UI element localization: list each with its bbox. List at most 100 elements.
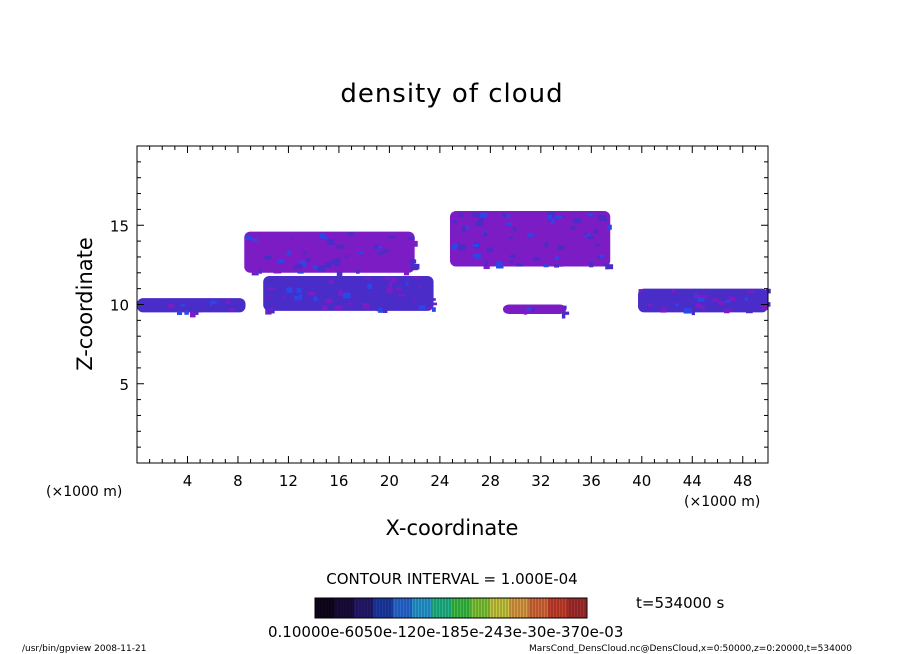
cloud-speckle	[409, 259, 417, 264]
cloud-speckle	[699, 294, 707, 298]
colorbar-segment	[412, 598, 433, 618]
cloud-speckle	[349, 305, 354, 308]
cloud-speckle	[189, 311, 196, 318]
footer-left: /usr/bin/gpview 2008-11-21	[22, 644, 146, 654]
cloud-speckle	[589, 261, 594, 268]
cloud-speckle	[388, 235, 396, 239]
cloud-speckle	[210, 300, 217, 306]
cloud-speckle	[411, 240, 418, 247]
y-tick-labels: 5 10 15	[110, 217, 129, 394]
cloud-speckle	[293, 265, 302, 270]
cloud-speckle	[581, 230, 588, 234]
x-tick-label: 20	[380, 472, 399, 490]
cloud-speckle	[548, 233, 552, 236]
cloud-speckle	[528, 309, 532, 314]
cloud-speckle	[343, 283, 347, 286]
cloud-speckle	[745, 309, 753, 314]
cloud-speckle	[479, 212, 488, 218]
cloud-speckle	[386, 287, 393, 293]
cloud-speckle	[333, 261, 341, 267]
cloud-speckle	[381, 259, 389, 266]
cloud-speckle	[647, 291, 654, 295]
cloud-speckle	[357, 252, 364, 255]
cloud-speckle	[195, 310, 202, 313]
cloud-speckle	[767, 302, 771, 307]
cloud-speckle	[396, 287, 402, 291]
cloud-speckle	[475, 221, 484, 227]
time-label: t=534000 s	[636, 594, 724, 612]
cloud-speckle	[330, 260, 335, 264]
cloud-speckle	[496, 264, 504, 269]
cloud-speckle	[598, 226, 603, 230]
colorbar-segment	[392, 598, 413, 618]
cloud-speckle	[520, 250, 527, 257]
cloud-speckle	[149, 304, 154, 308]
cloud-speckle	[554, 264, 559, 268]
cloud-speckle	[399, 304, 407, 309]
cloud-region	[137, 298, 246, 318]
cloud-speckle	[583, 232, 588, 236]
cloud-speckle	[410, 264, 418, 271]
cloud-speckle	[348, 300, 353, 305]
cloud-speckle	[334, 258, 341, 263]
cloud-speckle	[729, 305, 735, 310]
cloud-speckle	[380, 242, 388, 248]
cloud-speckle	[197, 304, 204, 308]
colorbar-segment	[334, 598, 355, 618]
cloud-speckle	[391, 258, 395, 261]
cloud-region	[638, 288, 771, 316]
x-tick-label: 48	[733, 472, 752, 490]
cloud-speckle	[459, 212, 464, 218]
cloud-speckle	[325, 298, 333, 304]
cloud-speckle	[267, 287, 275, 291]
cloud-speckle	[660, 306, 667, 313]
cloud-speckle	[354, 253, 361, 260]
cloud-speckle	[430, 298, 436, 301]
cloud-speckle	[561, 312, 566, 319]
cloud-speckle	[496, 252, 503, 258]
cloud-speckle	[184, 310, 189, 315]
cloud-speckle	[245, 235, 253, 241]
cloud-speckle	[278, 260, 285, 264]
cloud-speckle	[671, 289, 676, 293]
cloud-speckle	[554, 215, 562, 219]
cloud-speckle	[554, 256, 559, 261]
cloud-speckle	[593, 237, 599, 242]
cloud-speckle	[510, 247, 518, 253]
cloud-speckle	[414, 299, 423, 302]
cloud-speckle	[588, 212, 594, 217]
cloud-speckle	[395, 239, 400, 246]
cloud-speckle	[298, 294, 303, 300]
cloud-speckle	[570, 238, 577, 241]
colorbar-segment	[353, 598, 374, 618]
cloud-speckle	[450, 239, 456, 243]
cloud-speckle	[564, 311, 570, 315]
cloud-speckle	[350, 268, 354, 272]
cloud-speckle	[294, 295, 302, 301]
cloud-speckle	[711, 298, 720, 302]
cloud-speckle	[408, 293, 413, 296]
cloud-speckle	[323, 237, 329, 240]
cloud-speckle	[738, 295, 746, 302]
x-tick-label: 28	[481, 472, 500, 490]
cloud-speckle	[736, 303, 744, 308]
cloud-speckle	[533, 256, 541, 261]
cloud-speckle	[377, 246, 383, 249]
cloud-speckle	[484, 260, 488, 266]
x-tick-label: 12	[279, 472, 298, 490]
cloud-speckle	[260, 236, 265, 243]
cloud-speckle	[328, 239, 335, 245]
y-tick-label: 5	[119, 376, 129, 394]
cloud-speckle	[319, 233, 326, 239]
cloud-density-field	[137, 210, 771, 319]
cloud-speckle	[467, 216, 475, 220]
cloud-speckle	[377, 252, 384, 255]
x-unit-left: (×1000 m)	[46, 484, 122, 500]
cloud-speckle	[211, 303, 217, 308]
cloud-speckle	[397, 280, 403, 287]
cloud-speckle	[180, 304, 186, 307]
cloud-speckle	[433, 302, 438, 306]
cloud-speckle	[176, 311, 183, 315]
cloud-speckle	[296, 288, 302, 293]
cloud-speckle	[605, 264, 614, 270]
